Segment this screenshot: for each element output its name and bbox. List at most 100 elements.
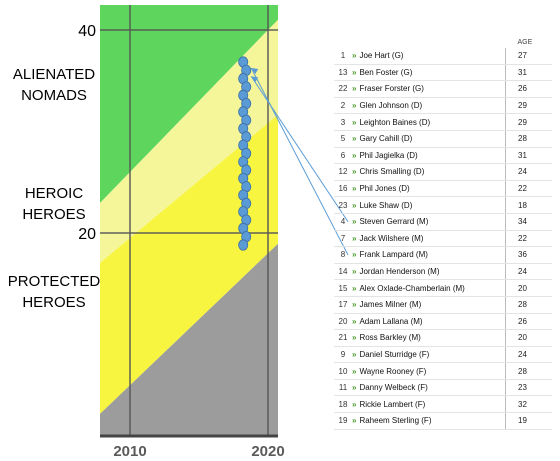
roster-row: 18» Rickie Lambert (F) 32 [334, 395, 552, 414]
chevron-icon: » [352, 349, 357, 359]
player-age: 36 [505, 246, 552, 264]
player-name[interactable]: Glen Johnson (D) [359, 101, 423, 111]
zone-label: NOMADS [21, 87, 87, 104]
player-number: 10 [334, 362, 352, 380]
roster-row: 6» Phil Jagielka (D) 31 [334, 147, 552, 165]
player-age: 24 [505, 163, 552, 181]
player-name-cell: » Joe Hart (G) [352, 48, 506, 65]
chevron-icon: » [352, 300, 357, 310]
roster-row: 19» Raheem Sterling (F) 19 [334, 412, 552, 430]
connector-line [250, 76, 349, 223]
roster-row: 8» Frank Lampard (M) 36 [334, 246, 552, 264]
player-name[interactable]: Jordan Henderson (M) [359, 267, 440, 277]
chevron-icon: » [352, 267, 357, 277]
player-number: 3 [334, 113, 352, 131]
roster-row: 11» Danny Welbeck (F) 23 [334, 379, 552, 397]
player-name[interactable]: Fraser Forster (G) [359, 84, 424, 94]
player-age: 34 [505, 213, 552, 231]
player-name[interactable]: Gary Cahill (D) [359, 134, 413, 144]
player-number: 9 [334, 346, 352, 364]
player-age: 32 [505, 395, 552, 414]
player-number: 14 [334, 263, 352, 281]
chevron-icon: » [352, 117, 357, 127]
player-name-cell: » Jack Wilshere (M) [352, 230, 506, 248]
zone-label: PROTECTED [8, 273, 101, 290]
zone-alienated-nomads [100, 5, 278, 203]
player-age: 23 [505, 379, 552, 397]
player-name[interactable]: Chris Smalling (D) [359, 167, 425, 177]
chevron-icon: » [352, 333, 357, 343]
arrowhead-icon [251, 68, 259, 74]
player-number: 12 [334, 163, 352, 181]
player-name[interactable]: Daniel Sturridge (F) [359, 349, 430, 359]
player-name[interactable]: Wayne Rooney (F) [359, 366, 427, 376]
player-name-cell: » Phil Jagielka (D) [352, 147, 506, 165]
player-number: 13 [334, 64, 352, 82]
player-age: 22 [505, 180, 552, 198]
roster-row: 10» Wayne Rooney (F) 28 [334, 362, 552, 380]
age-column-header: AGE [517, 38, 533, 46]
player-name[interactable]: Ross Barkley (M) [359, 333, 421, 343]
player-name-cell: » Daniel Sturridge (F) [352, 346, 506, 364]
chevron-icon: » [352, 84, 357, 94]
player-age: 27 [505, 48, 552, 65]
player-name[interactable]: Leighton Baines (D) [359, 117, 431, 127]
player-name[interactable]: Frank Lampard (M) [359, 250, 428, 260]
player-number: 2 [334, 97, 352, 115]
player-name[interactable]: Jack Wilshere (M) [359, 233, 424, 243]
chevron-icon: » [352, 383, 357, 393]
player-age: 18 [505, 196, 552, 214]
zone-label: HEROES [22, 206, 85, 223]
player-name[interactable]: Ben Foster (G) [359, 67, 413, 77]
player-number: 1 [334, 48, 352, 65]
roster-row: 7» Jack Wilshere (M) 22 [334, 230, 552, 248]
connector-lines [250, 67, 349, 256]
player-name[interactable]: Adam Lallana (M) [359, 316, 423, 326]
zone-label: HEROIC [25, 185, 84, 202]
player-name[interactable]: Steven Gerrard (M) [359, 217, 429, 227]
player-name[interactable]: Joe Hart (G) [359, 51, 404, 61]
player-name[interactable]: Phil Jagielka (D) [359, 150, 418, 160]
player-name-cell: » Glen Johnson (D) [352, 97, 506, 115]
chevron-icon: » [352, 101, 357, 111]
player-name-cell: » Ross Barkley (M) [352, 329, 506, 347]
player-number: 11 [334, 379, 352, 397]
roster-header-row: AGE [334, 36, 552, 48]
player-age: 29 [505, 113, 552, 131]
player-name-cell: » Ben Foster (G) [352, 64, 506, 82]
player-name-cell: » Rickie Lambert (F) [352, 395, 506, 414]
player-age: 28 [505, 362, 552, 380]
player-number: 8 [334, 246, 352, 264]
player-age: 24 [505, 263, 552, 281]
roster-row: 9» Daniel Sturridge (F) 24 [334, 346, 552, 364]
roster-body: 1» Joe Hart (G) 27 13» Ben Foster (G) 31 22» Fr… [334, 48, 552, 430]
roster-row: 16» Phil Jones (D) 22 [334, 180, 552, 198]
player-name-cell: » Phil Jones (D) [352, 180, 506, 198]
roster-row: 13» Ben Foster (G) 31 [334, 64, 552, 82]
zone-bands [100, 5, 278, 436]
player-number: 6 [334, 147, 352, 165]
player-name[interactable]: James Milner (M) [359, 300, 422, 310]
player-number: 23 [334, 196, 352, 214]
chevron-icon: » [352, 134, 357, 144]
roster-row: 4» Steven Gerrard (M) 34 [334, 213, 552, 231]
roster-row: 14» Jordan Henderson (M) 24 [334, 263, 552, 281]
player-age-point [238, 239, 249, 251]
chevron-icon: » [352, 184, 357, 194]
roster-row: 17» James Milner (M) 28 [334, 296, 552, 314]
zone-label: HEROES [22, 294, 85, 311]
zone-label: ALIENATED [13, 66, 95, 83]
player-name[interactable]: Rickie Lambert (F) [359, 399, 426, 409]
player-name[interactable]: Danny Welbeck (F) [359, 383, 428, 393]
player-name-cell: » Alex Oxlade-Chamberlain (M) [352, 279, 506, 297]
y-tick-label: 40 [78, 23, 96, 40]
player-name[interactable]: Alex Oxlade-Chamberlain (M) [359, 283, 465, 293]
player-name[interactable]: Phil Jones (D) [359, 184, 410, 194]
player-name-cell: » Steven Gerrard (M) [352, 213, 506, 231]
player-name[interactable]: Raheem Sterling (F) [359, 416, 432, 426]
player-name-cell: » James Milner (M) [352, 296, 506, 314]
player-age: 28 [505, 130, 552, 148]
x-tick-label: 2010 [113, 443, 146, 460]
player-name[interactable]: Luke Shaw (D) [359, 200, 413, 210]
